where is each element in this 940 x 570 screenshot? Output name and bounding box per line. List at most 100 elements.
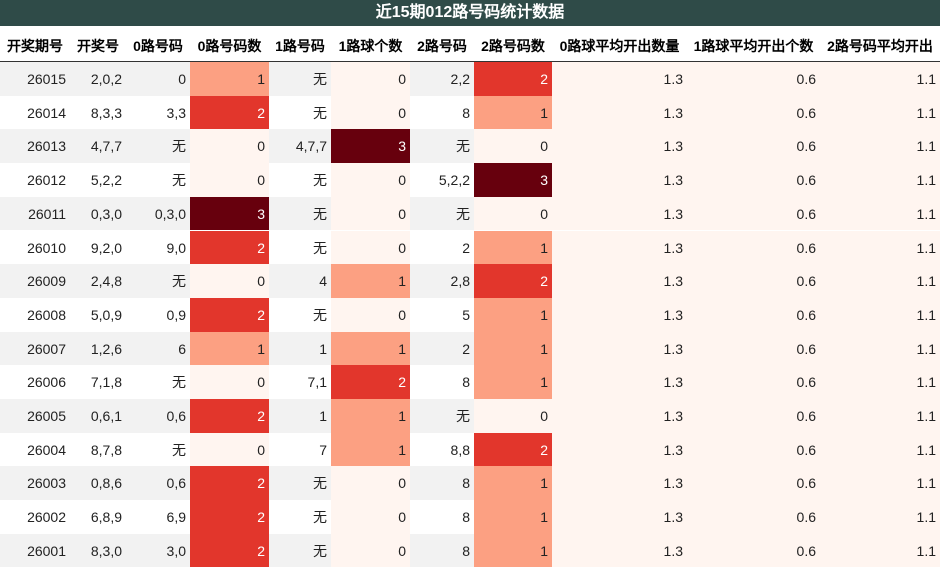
table-cell: 1.3 (552, 500, 687, 534)
table-cell: 2 (474, 432, 552, 467)
table-cell: 2 (190, 466, 269, 501)
table-cell: 2 (474, 62, 552, 96)
table-cell: 26011 (0, 196, 70, 231)
table-cell: 0 (331, 95, 410, 130)
table-cell: 0.6 (687, 432, 820, 467)
table-cell: 1.3 (552, 264, 687, 298)
table-cell: 2 (190, 399, 269, 433)
table-cell: 8,8 (410, 432, 474, 467)
table-cell: 4,7,7 (269, 129, 331, 164)
table-cell: 8,7,8 (70, 432, 126, 467)
table-cell: 0 (190, 129, 269, 164)
table-cell: 7,1,8 (70, 365, 126, 399)
table-cell: 1 (331, 264, 410, 298)
column-header: 1路球平均开出个数 (693, 38, 814, 54)
table-cell: 无 (269, 297, 331, 332)
table-cell: 无 (269, 466, 331, 501)
table-cell: 7 (269, 432, 331, 467)
table-cell: 2 (410, 331, 474, 366)
table-cell: 1 (474, 331, 552, 366)
table-cell: 1.1 (820, 365, 940, 399)
table-cell: 26002 (0, 500, 70, 534)
table-cell: 8 (410, 365, 474, 399)
table-cell: 26012 (0, 163, 70, 197)
table-cell: 无 (126, 365, 190, 399)
table-cell: 9,2,0 (70, 230, 126, 265)
table-cell: 0 (331, 230, 410, 265)
table-cell: 26015 (0, 62, 70, 96)
table-cell: 1.1 (820, 399, 940, 433)
table-cell: 0.6 (687, 533, 820, 568)
table-cell: 1 (331, 432, 410, 467)
table-cell: 8 (410, 466, 474, 501)
column-header: 2路号码数 (481, 38, 545, 54)
table-cell: 3 (190, 196, 269, 231)
table-cell: 2 (331, 365, 410, 399)
table-cell: 1.1 (820, 264, 940, 298)
column-header: 2路号码平均开出 (827, 38, 933, 54)
table-cell: 1.1 (820, 500, 940, 534)
column-header: 1路球个数 (338, 38, 403, 54)
table-cell: 2 (190, 297, 269, 332)
table-cell: 2,8 (410, 264, 474, 298)
table-cell: 0 (331, 163, 410, 197)
table-cell: 0.6 (687, 399, 820, 433)
table-cell: 7,1 (269, 365, 331, 399)
table-cell: 8 (410, 533, 474, 568)
table-cell: 2 (190, 230, 269, 265)
table-cell: 1.1 (820, 230, 940, 265)
table-cell: 8,3,0 (70, 533, 126, 568)
table-cell: 无 (269, 500, 331, 534)
table-cell: 无 (269, 533, 331, 568)
table-title: 近15期012路号码统计数据 (0, 0, 940, 26)
table-cell: 1.1 (820, 129, 940, 164)
table-cell: 26014 (0, 95, 70, 130)
table-cell: 6,9 (126, 500, 190, 534)
table-cell: 0 (190, 163, 269, 197)
table-cell: 1.3 (552, 432, 687, 467)
table-cell: 2,4,8 (70, 264, 126, 298)
table-cell: 9,0 (126, 230, 190, 265)
table-cell: 0,3,0 (126, 196, 190, 231)
table-cell: 1 (474, 365, 552, 399)
table-cell: 0 (190, 365, 269, 399)
table-cell: 0 (331, 62, 410, 96)
table-cell: 1 (474, 230, 552, 265)
table-cell: 0 (331, 196, 410, 231)
table-cell: 0 (331, 297, 410, 332)
table-cell: 26004 (0, 432, 70, 467)
table-cell: 26005 (0, 399, 70, 433)
table-cell: 26007 (0, 331, 70, 366)
column-header: 0路号码 (133, 38, 183, 54)
table-cell: 1,2,6 (70, 331, 126, 366)
table-cell: 0 (126, 62, 190, 96)
table-cell: 0.6 (687, 297, 820, 332)
table-cell: 无 (269, 62, 331, 96)
table-cell: 0 (331, 466, 410, 501)
table-cell: 0 (331, 500, 410, 534)
table-cell: 4,7,7 (70, 129, 126, 164)
table-cell: 1.3 (552, 297, 687, 332)
table-cell: 0,9 (126, 297, 190, 332)
table-cell: 1.3 (552, 365, 687, 399)
table-cell: 0.6 (687, 196, 820, 231)
table-cell: 1 (474, 500, 552, 534)
table-cell: 2 (190, 533, 269, 568)
table-cell: 1 (190, 331, 269, 366)
table-cell: 0 (331, 533, 410, 568)
table-cell: 0.6 (687, 129, 820, 164)
table-cell: 1 (474, 466, 552, 501)
table-cell: 0.6 (687, 500, 820, 534)
table-cell: 0 (190, 432, 269, 467)
table-cell: 1.3 (552, 399, 687, 433)
table-cell: 8,3,3 (70, 95, 126, 130)
table-cell: 26006 (0, 365, 70, 399)
table-cell: 1.1 (820, 432, 940, 467)
header-rule (0, 61, 940, 62)
table-cell: 5,2,2 (70, 163, 126, 197)
table-cell: 1.3 (552, 62, 687, 96)
table-cell: 0,8,6 (70, 466, 126, 501)
table-cell: 26003 (0, 466, 70, 501)
table-cell: 0.6 (687, 365, 820, 399)
